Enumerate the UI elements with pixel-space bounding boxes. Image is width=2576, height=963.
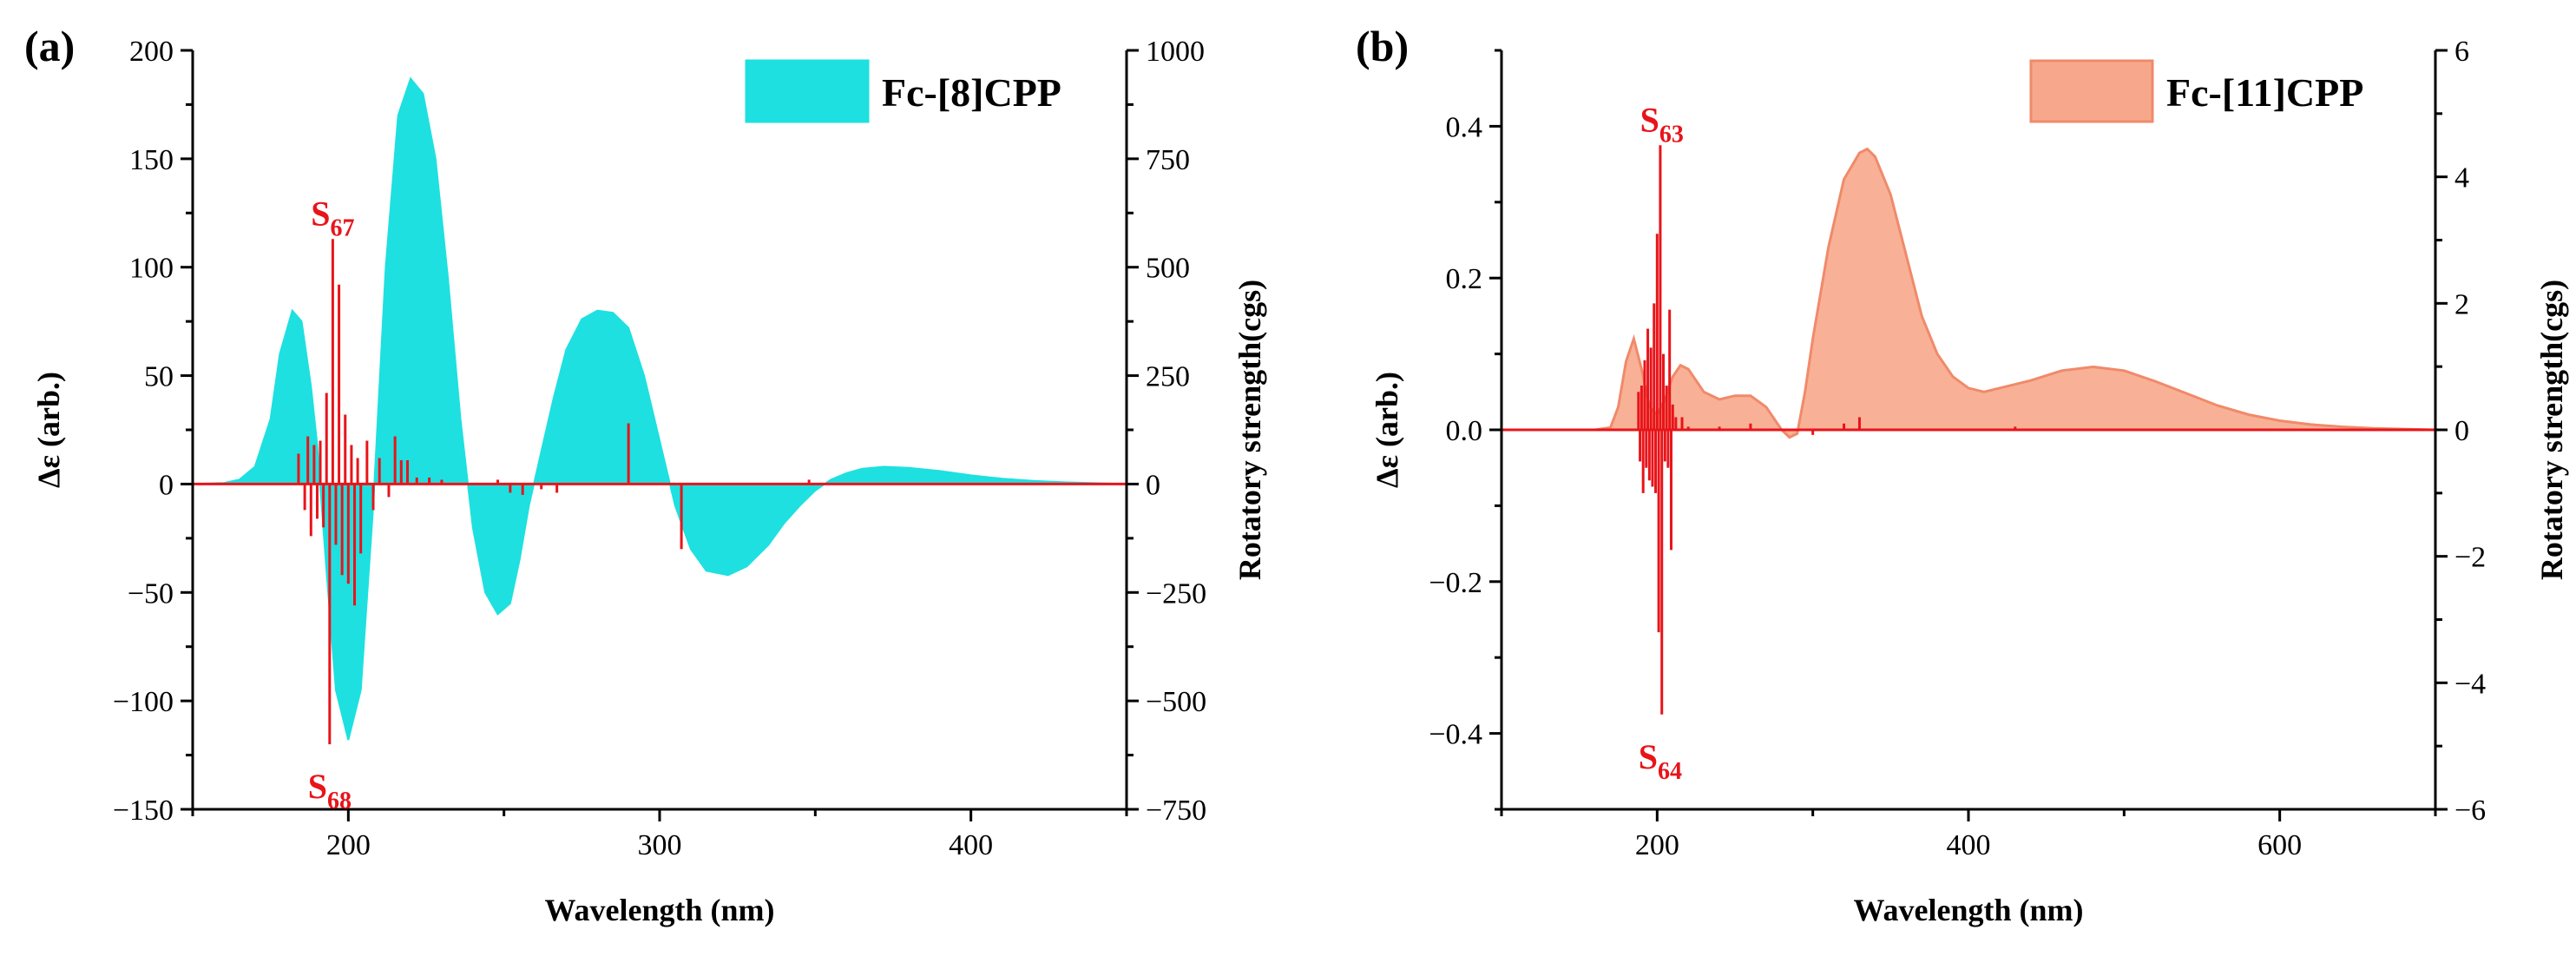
- y2-tick-label: 750: [1146, 144, 1190, 176]
- y-tick-label: 0.2: [1446, 263, 1483, 295]
- y-tick-label: 150: [129, 144, 174, 176]
- y-tick-label: 0.0: [1446, 415, 1483, 447]
- state-index: 63: [1659, 121, 1684, 148]
- x-tick-label: 600: [2257, 829, 2302, 861]
- y2-tick-label: −4: [2454, 668, 2486, 700]
- x-tick-label: 400: [949, 829, 993, 861]
- y2-tick-label: 2: [2454, 288, 2469, 320]
- y-tick-label: −100: [113, 686, 174, 718]
- state-letter: S: [1639, 737, 1658, 776]
- x-axis-label: Wavelength (nm): [545, 893, 775, 927]
- y2-tick-label: −6: [2454, 795, 2486, 827]
- y-tick-label: 0: [159, 469, 174, 501]
- legend-label: Fc-[11]CPP: [2166, 70, 2363, 115]
- y2-tick-label: 0: [1146, 469, 1160, 501]
- y-tick-label: 100: [129, 253, 174, 285]
- x-axis-label: Wavelength (nm): [1854, 893, 2084, 927]
- state-letter: S: [308, 767, 327, 806]
- panel-a: 200 300 400−150−100−50050100150200−750−500…: [24, 22, 1267, 927]
- y-tick-label: −0.4: [1429, 719, 1482, 751]
- y2-tick-label: 1000: [1146, 36, 1205, 68]
- state-index: 64: [1658, 758, 1682, 785]
- y2-tick-label: 4: [2454, 162, 2469, 195]
- y-tick-label: 200: [129, 36, 174, 68]
- y2-tick-label: −250: [1146, 577, 1206, 610]
- state-annotation: S68: [308, 767, 352, 815]
- state-letter: S: [1640, 100, 1659, 139]
- x-tick-label: 400: [1947, 829, 1991, 861]
- state-index: 67: [331, 214, 355, 241]
- legend-label: Fc-[8]CPP: [882, 70, 1061, 115]
- y-tick-label: 0.4: [1446, 111, 1483, 143]
- panel-label: (a): [24, 22, 75, 70]
- y-tick-label: −0.2: [1429, 567, 1482, 599]
- state-annotation: S67: [311, 194, 354, 241]
- panel-label: (b): [1356, 22, 1409, 70]
- y2-axis-label: Rotatory strength(cgs): [2534, 280, 2569, 580]
- y2-tick-label: 500: [1146, 253, 1190, 285]
- y-tick-label: −50: [128, 577, 174, 610]
- state-annotation: S63: [1640, 100, 1684, 148]
- y2-tick-label: 250: [1146, 361, 1190, 393]
- y-tick-label: −150: [113, 795, 174, 827]
- y2-axis-label: Rotatory strength(cgs): [1232, 280, 1267, 580]
- state-index: 68: [327, 788, 352, 815]
- legend-swatch: [2029, 59, 2154, 123]
- y2-tick-label: −500: [1146, 686, 1206, 718]
- y-axis-label: Δε (arb.): [31, 372, 66, 488]
- panel-b: 200 400 600 −0.4 −0.2 0.0 0.2 0.4 −6 −4 −2 0 2 4 6 Wave…: [1356, 22, 2569, 927]
- y2-tick-label: 0: [2454, 415, 2469, 447]
- spectrum-area: [193, 76, 1127, 741]
- x-tick-label: 300: [638, 829, 682, 861]
- x-tick-label: 200: [326, 829, 371, 861]
- state-letter: S: [311, 194, 330, 233]
- legend-swatch: [745, 59, 870, 123]
- y2-tick-label: 6: [2454, 36, 2469, 68]
- x-tick-label: 200: [1635, 829, 1679, 861]
- y2-tick-label: −2: [2454, 542, 2486, 574]
- y-axis-label: Δε (arb.): [1370, 372, 1404, 488]
- y-tick-label: 50: [144, 361, 174, 393]
- state-annotation: S64: [1639, 737, 1682, 785]
- y2-tick-label: −750: [1146, 795, 1206, 827]
